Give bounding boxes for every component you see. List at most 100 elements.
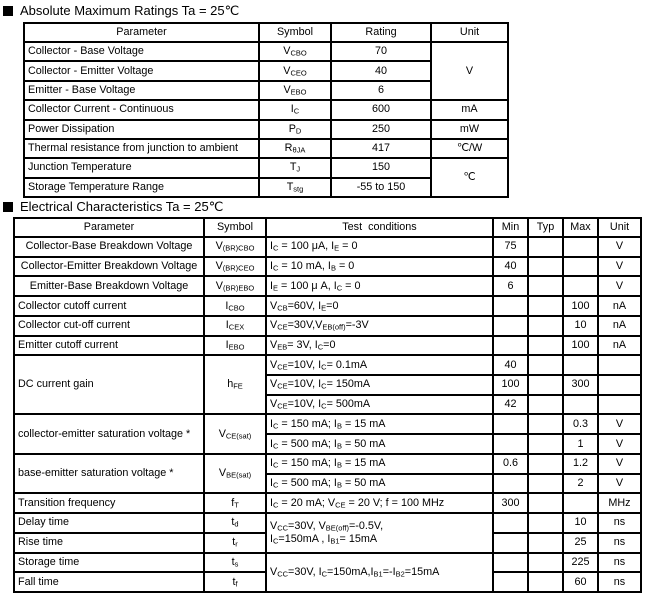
table-cell: 2 (562, 472, 599, 495)
table-cell: V(BR)EBO (203, 275, 267, 298)
table-cell (492, 433, 529, 455)
column-header: Rating (330, 22, 432, 43)
table-cell: 10 (562, 314, 599, 337)
table-cell: Storage Temperature Range (23, 176, 260, 199)
table-cell (527, 551, 564, 574)
table-cell: VBE(sat) (203, 452, 267, 495)
table-cell: V(BR)CEO (203, 255, 267, 278)
section-bullet-icon (3, 6, 13, 16)
table-cell: V (597, 413, 642, 436)
table-cell: mA (430, 99, 509, 121)
section-title-text: Absolute Maximum Ratings Ta = 25℃ (20, 3, 240, 18)
column-header: Unit (597, 217, 642, 238)
table-cell: IC = 500 mA; IB = 50 mA (265, 433, 494, 455)
table-cell: TJ (258, 157, 332, 179)
column-header: Parameter (13, 217, 205, 238)
table-cell: IC = 500 mA; IB = 50 mA (265, 472, 494, 495)
table-cell: Collector Current - Continuous (23, 99, 260, 121)
table-cell: VCE=10V, IC= 0.1mA (265, 354, 494, 377)
table-cell: 100 (492, 374, 529, 396)
table-cell (492, 571, 529, 593)
table-cell: 417 (330, 137, 432, 160)
table-row: Collector-Base Breakdown Voltage V(BR)CBO… (13, 236, 642, 258)
table-cell: IEBO (203, 334, 267, 357)
table-cell: ICBO (203, 295, 267, 317)
table-cell: Collector-Emitter Breakdown Voltage (13, 255, 205, 278)
table-cell: IE = 100 μ A, IC = 0 (265, 275, 494, 298)
table-cell: hFE (203, 354, 267, 416)
table-cell: tf (203, 571, 267, 593)
table-row: Storage time ts VCC=30V, IC=150mA,IB1=-IB2… (13, 551, 642, 593)
table-cell: RθJA (258, 137, 332, 160)
table-cell (492, 314, 529, 337)
table-cell (492, 551, 529, 574)
table-cell: VCC=30V, VBE(off)=-0.5V, IC=150mA , IB1= … (265, 512, 494, 554)
column-header: Parameter (23, 22, 260, 43)
table-cell: VCE=30V,VEB(off)=-3V (265, 314, 494, 337)
table-cell: VCEO (258, 60, 332, 82)
table-cell (597, 393, 642, 416)
table-cell: Collector - Emitter Voltage (23, 60, 260, 82)
table-cell: 40 (330, 60, 432, 82)
electrical-characteristics-title: Electrical Characteristics Ta = 25℃ (3, 199, 223, 215)
table-cell: fT (203, 492, 267, 515)
table-cell (492, 512, 529, 534)
section-bullet-icon (3, 202, 13, 212)
table-cell: ns (597, 551, 642, 574)
table-cell: 0.3 (562, 413, 599, 436)
table-cell (527, 354, 564, 377)
table-cell: V (597, 275, 642, 298)
table-cell: nA (597, 314, 642, 337)
table-cell (562, 354, 599, 377)
table-cell (527, 492, 564, 515)
table-cell: VCE=10V, IC= 500mA (265, 393, 494, 416)
table-cell: ns (597, 531, 642, 554)
table-cell: V(BR)CBO (203, 236, 267, 258)
table-cell: MHz (597, 492, 642, 515)
table-row: IC = 500 mA; IB = 50 mA 1 V (14, 433, 642, 455)
table-cell: 150 (330, 157, 432, 179)
table-cell (527, 413, 564, 436)
table-cell: 6 (492, 275, 529, 298)
table-cell: ts (203, 551, 267, 574)
table-cell: Collector - Base Voltage (23, 40, 260, 63)
table-cell: 1 (562, 433, 599, 455)
table-cell (492, 531, 529, 554)
table-cell: V (597, 236, 642, 258)
table-row: VCE=10V, IC= 500mA 42 (14, 393, 642, 416)
table-cell: 70 (330, 40, 432, 63)
table-cell: IC = 20 mA; VCE = 20 V; f = 100 MHz (265, 492, 494, 515)
table-cell (527, 334, 564, 357)
table-cell: IC (258, 99, 332, 121)
column-header: Typ (527, 217, 564, 238)
table-cell: V (430, 40, 509, 102)
table-cell: VCC=30V, IC=150mA,IB1=-IB2=15mA (265, 551, 494, 593)
table-cell: 60 (562, 571, 599, 593)
table-cell: nA (597, 334, 642, 357)
table-cell: Power Dissipation (23, 118, 260, 140)
column-header: Symbol (258, 22, 332, 43)
table-cell: V (597, 452, 642, 475)
table-cell (527, 571, 564, 593)
table-row: IC = 500 mA; IB = 50 mA 2 V (14, 472, 642, 495)
table-cell: Transition frequency (13, 492, 205, 515)
table-cell: 100 (562, 295, 599, 317)
table-row: Thermal resistance from junction to ambi… (23, 137, 509, 160)
table-row: Emitter cutoff current IEBO VEB= 3V, IC=0 1… (13, 334, 642, 357)
table-cell: mW (430, 118, 509, 140)
table-row: Collector cut-off current ICEX VCE=30V,VEB… (13, 314, 642, 337)
electrical-characteristics-table: Parameter Symbol Test conditions Min Typ Max U… (13, 217, 642, 593)
table-cell: IC = 100 μA, IE = 0 (265, 236, 494, 258)
table-cell: tr (203, 531, 267, 554)
table-cell: 0.6 (492, 452, 529, 475)
table-row: Collector - Emitter Voltage VCEO 40 (23, 60, 508, 82)
table-cell (527, 255, 564, 278)
table-cell: V (597, 433, 642, 455)
table-cell: ns (597, 512, 642, 534)
table-cell: ℃/W (430, 137, 509, 160)
table-cell: 25 (562, 531, 599, 554)
table-cell: Emitter cutoff current (13, 334, 205, 357)
table-cell: 42 (492, 393, 529, 416)
table-cell: 6 (330, 79, 432, 102)
table-cell: IC = 150 mA; IB = 15 mA (265, 413, 494, 436)
